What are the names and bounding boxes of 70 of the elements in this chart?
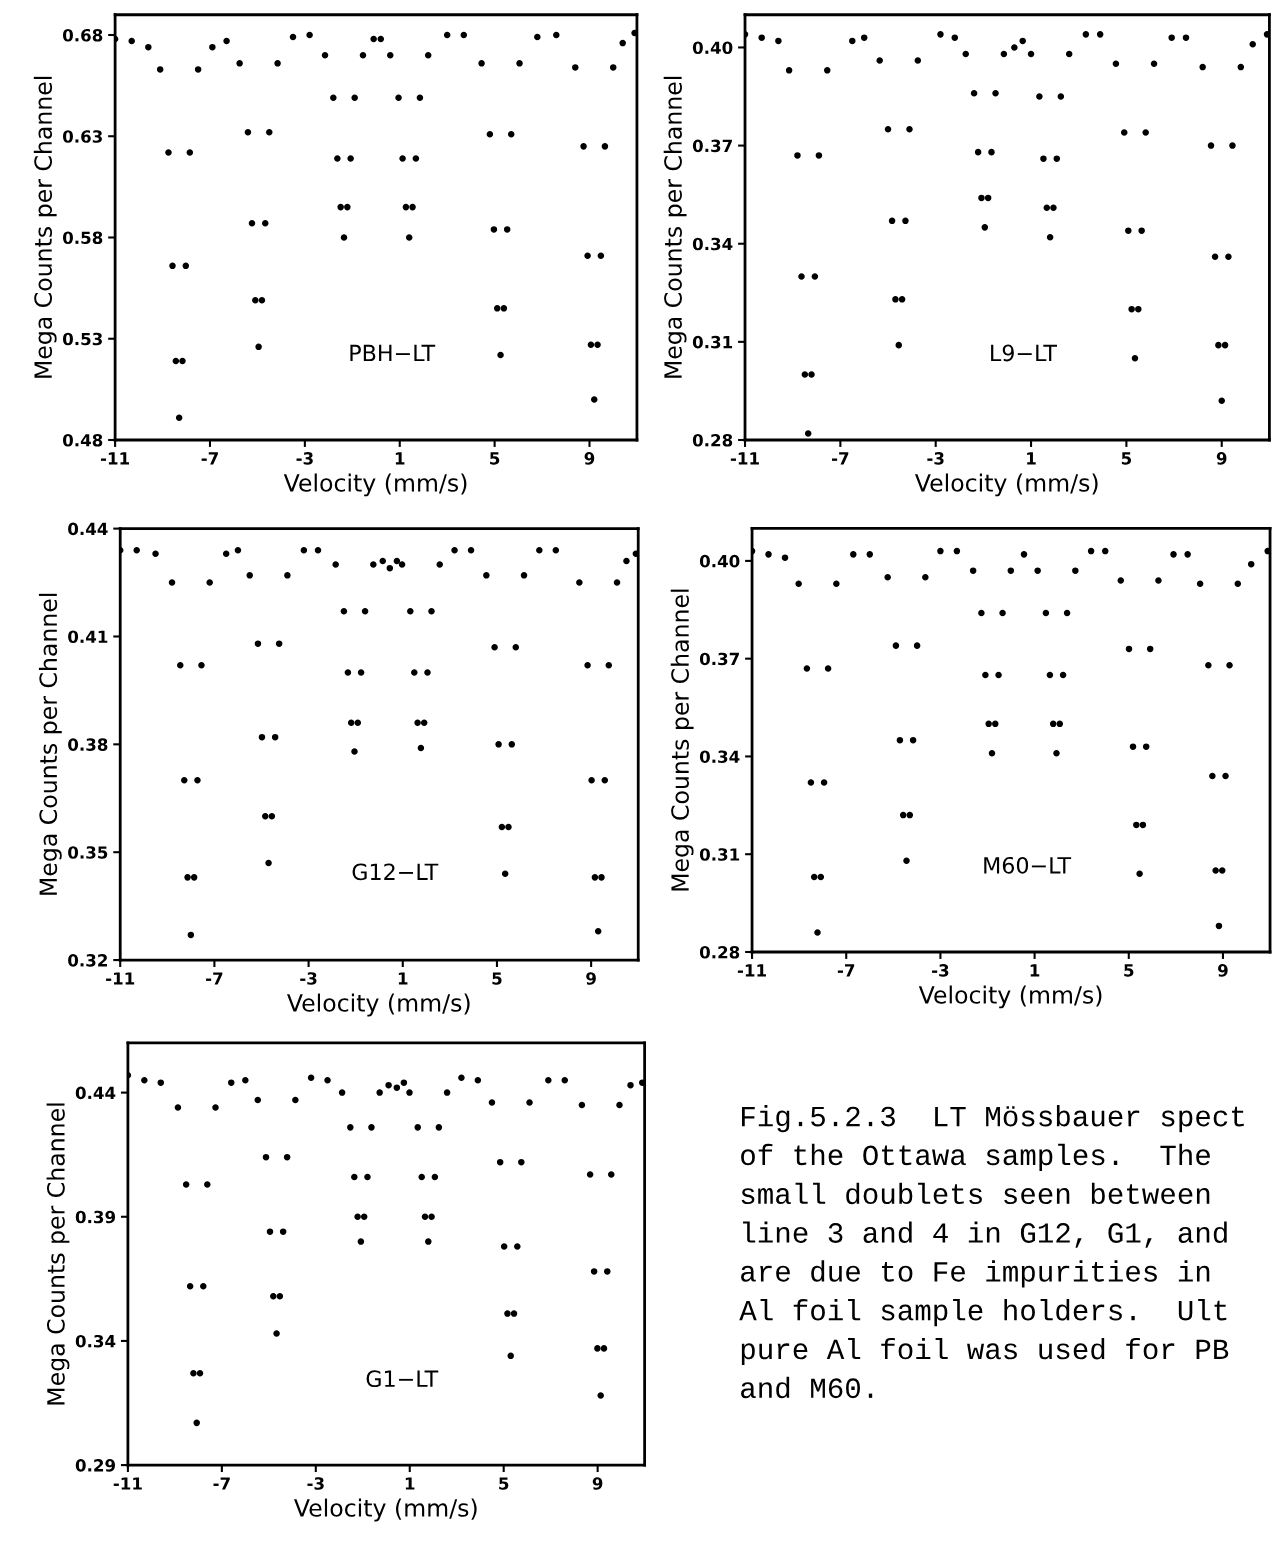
annotation: PBH−LT	[350, 344, 436, 362]
y-tick-label: 0.35	[68, 846, 108, 859]
y-tick-label: 0.28	[699, 945, 740, 959]
y-tick-label: 0.68	[62, 28, 103, 42]
y-tick-label: 0.48	[62, 433, 103, 447]
y-tick-label: 0.41	[68, 630, 108, 644]
x-tick-label: -3	[300, 972, 317, 985]
x-tick-label: 9	[1216, 452, 1227, 465]
x-tick-label: 5	[499, 1477, 509, 1490]
y-axis-title: Mega Counts per Channel	[663, 76, 687, 378]
x-tick-label: 1	[1027, 452, 1036, 465]
x-tick-label: -11	[106, 972, 135, 985]
x-tick-label: 1	[1030, 964, 1040, 977]
y-tick-label: 0.39	[75, 1210, 116, 1224]
y-tick-label: 0.31	[692, 335, 733, 349]
x-tick-label: -3	[927, 452, 944, 465]
y-tick-label: 0.37	[699, 652, 739, 666]
annotation: G12−LT	[352, 863, 439, 881]
x-tick-label: -7	[832, 452, 849, 465]
y-tick-label: 0.40	[699, 554, 740, 568]
x-tick-label: -7	[201, 452, 218, 465]
x-tick-label: -11	[100, 452, 130, 465]
annotation: M60−LT	[984, 856, 1072, 874]
x-tick-label: -3	[296, 452, 313, 465]
y-tick-label: 0.38	[68, 738, 108, 751]
x-tick-label: 5	[1124, 964, 1134, 977]
x-tick-label: -11	[737, 964, 766, 977]
y-tick-label: 0.34	[699, 750, 740, 764]
x-axis-title: Velocity (mm/s)	[914, 473, 1098, 497]
y-tick-label: 0.32	[68, 954, 107, 967]
y-axis-title: Mega Counts per Channel	[46, 1103, 70, 1405]
y-tick-label: 0.34	[692, 237, 733, 251]
annotation: G1−LT	[366, 1370, 439, 1388]
y-tick-label: 0.58	[62, 231, 103, 245]
y-tick-label: 0.44	[75, 1086, 116, 1100]
caption: Fig.5.2.3 LT Mössbauer spect of the Ottawa samples. The small doublets seen between line 3 and 4 in G12, G1, and are due to Fe impurities in Al foil sample holders. Ult pure Al foil was used for PB and M60.	[739, 1105, 1244, 1399]
x-tick-label: -7	[213, 1477, 230, 1490]
x-tick-label: -7	[206, 972, 223, 985]
x-tick-label: 5	[490, 452, 500, 465]
y-tick-label: 0.44	[68, 522, 108, 536]
x-tick-label: 1	[405, 1477, 415, 1490]
y-axis-title: Mega Counts per Channel	[670, 589, 694, 891]
x-axis-title: Velocity (mm/s)	[918, 985, 1102, 1009]
y-axis-title: Mega Counts per Channel	[33, 76, 57, 378]
x-tick-label: -11	[113, 1477, 142, 1490]
x-axis-title: Velocity (mm/s)	[287, 993, 470, 1017]
y-tick-label: 0.63	[62, 130, 102, 143]
x-tick-label: -3	[307, 1477, 324, 1490]
y-tick-label: 0.29	[75, 1459, 116, 1472]
x-tick-label: 5	[1121, 452, 1132, 465]
y-tick-label: 0.53	[62, 332, 102, 346]
x-tick-label: 1	[398, 972, 408, 985]
x-tick-label: 9	[592, 1477, 603, 1490]
y-axis-title: Mega Counts per Channel	[38, 593, 62, 895]
annotation: L9−LT	[991, 344, 1058, 362]
y-tick-label: 0.31	[699, 848, 740, 861]
x-axis-title: Velocity (mm/s)	[294, 1498, 477, 1522]
x-tick-label: -7	[837, 964, 855, 977]
y-tick-label: 0.40	[692, 41, 733, 55]
y-tick-label: 0.28	[692, 433, 733, 447]
y-tick-label: 0.34	[75, 1334, 116, 1348]
x-tick-label: 9	[584, 452, 595, 465]
y-tick-label: 0.37	[692, 139, 732, 153]
x-tick-label: 5	[492, 972, 502, 985]
x-axis-title: Velocity (mm/s)	[283, 473, 467, 497]
x-tick-label: 9	[1218, 964, 1228, 977]
x-tick-label: 9	[586, 972, 596, 985]
x-tick-label: -11	[730, 452, 759, 465]
x-tick-label: -3	[932, 964, 949, 977]
x-tick-label: 1	[395, 452, 405, 465]
